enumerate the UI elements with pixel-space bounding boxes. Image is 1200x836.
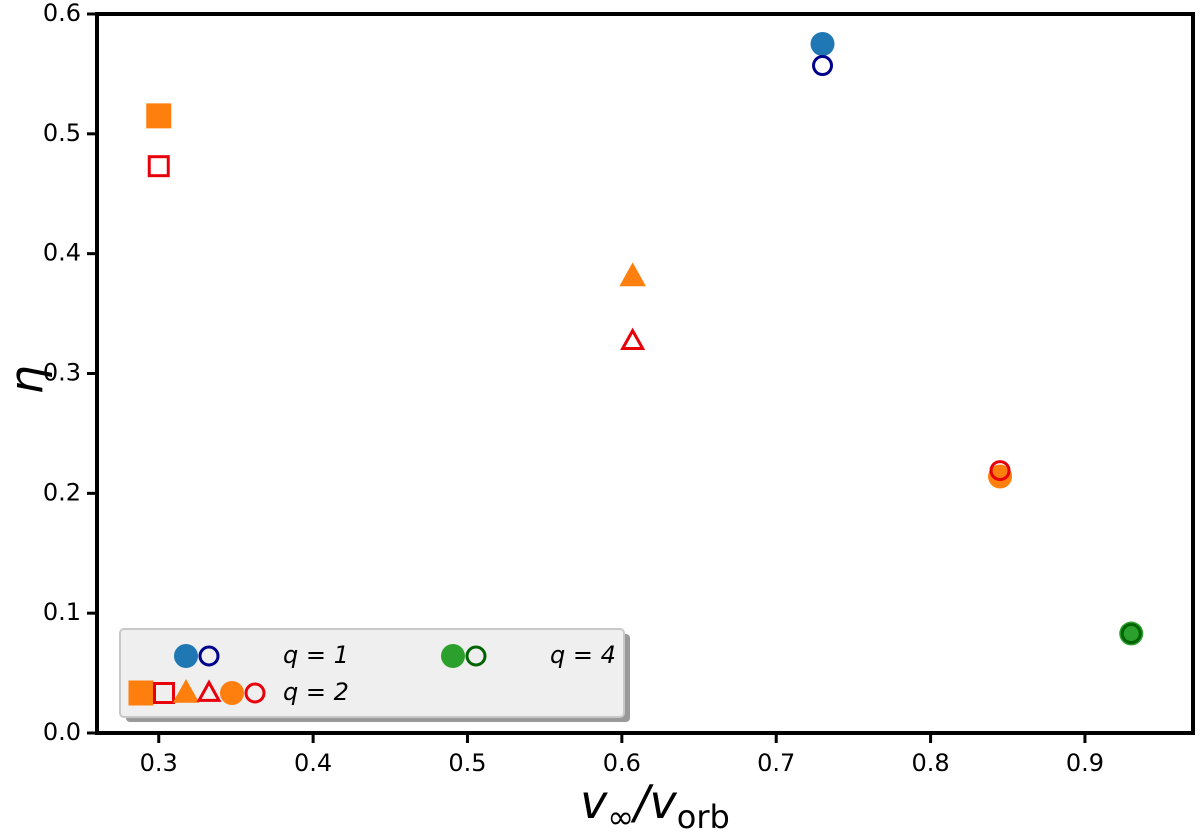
open-triangle-marker xyxy=(620,327,646,350)
y-tick-label: 0.0 xyxy=(43,718,81,746)
legend-label: q = 1 xyxy=(283,641,349,669)
x-tick-label: 0.4 xyxy=(294,749,332,777)
x-tick-label: 0.6 xyxy=(603,749,641,777)
y-tick-label: 0.3 xyxy=(43,359,81,387)
filled-circle-marker xyxy=(220,681,244,705)
y-tick-label: 0.1 xyxy=(43,598,81,626)
x-axis-label: v∞/vorb xyxy=(580,775,730,836)
y-axis-label: η xyxy=(0,365,54,394)
filled-circle-marker xyxy=(441,644,465,668)
open-square-marker xyxy=(147,155,170,178)
filled-circle-marker xyxy=(988,464,1013,489)
filled-square-marker xyxy=(128,680,154,706)
x-tick-label: 0.3 xyxy=(140,749,178,777)
x-tick-label: 0.5 xyxy=(448,749,486,777)
legend-box xyxy=(119,628,625,718)
legend: q = 1 q = 4 q = 2 xyxy=(119,628,630,722)
data-points xyxy=(146,31,1144,646)
x-tick-label: 0.7 xyxy=(757,749,795,777)
y-tick-label: 0.4 xyxy=(43,239,81,267)
legend-items: q = 1 q = 4 q = 2 xyxy=(128,641,616,706)
open-circle-marker xyxy=(812,55,834,77)
open-circle-marker xyxy=(244,682,266,704)
y-tick-label: 0.5 xyxy=(43,119,81,147)
filled-triangle-marker xyxy=(619,262,646,287)
open-square-marker xyxy=(153,682,175,704)
filled-square-marker xyxy=(146,103,172,129)
y-tick-label: 0.2 xyxy=(43,478,81,506)
y-tick-label: 0.6 xyxy=(43,0,81,27)
filled-circle-marker xyxy=(174,644,198,668)
axis-ticks: 0.3 0.4 0.5 0.6 0.7 0.8 0.9 0.0 0.1 0.2 0.3 0.4 0.5 0… xyxy=(43,0,1104,777)
open-circle-marker xyxy=(198,645,220,667)
legend-label: q = 2 xyxy=(283,678,349,706)
filled-triangle-marker xyxy=(172,679,200,703)
open-circle-marker xyxy=(989,460,1011,482)
open-triangle-marker xyxy=(196,679,222,702)
legend-label: q = 4 xyxy=(550,641,616,669)
x-tick-label: 0.8 xyxy=(911,749,949,777)
filled-circle-marker xyxy=(810,31,835,56)
x-tick-label: 0.9 xyxy=(1066,749,1104,777)
plot-frame xyxy=(95,12,1195,735)
open-circle-marker xyxy=(465,645,487,667)
open-circle-marker xyxy=(1120,623,1142,645)
